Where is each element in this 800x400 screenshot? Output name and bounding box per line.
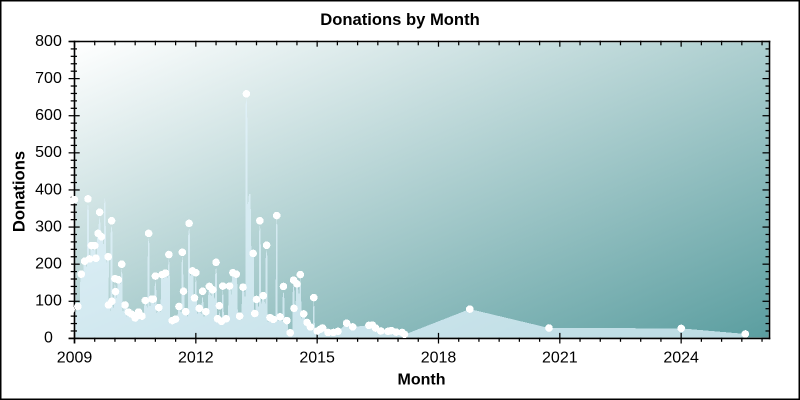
svg-text:2024: 2024 bbox=[663, 350, 699, 367]
svg-text:700: 700 bbox=[35, 70, 62, 87]
svg-text:400: 400 bbox=[35, 181, 62, 198]
svg-text:500: 500 bbox=[35, 144, 62, 161]
svg-text:300: 300 bbox=[35, 218, 62, 235]
svg-text:600: 600 bbox=[35, 107, 62, 124]
svg-text:0: 0 bbox=[44, 330, 53, 347]
svg-text:200: 200 bbox=[35, 255, 62, 272]
svg-text:Month: Month bbox=[398, 372, 446, 389]
svg-text:2009: 2009 bbox=[57, 350, 93, 367]
svg-text:Donations: Donations bbox=[10, 151, 29, 232]
svg-text:2021: 2021 bbox=[542, 350, 578, 367]
svg-text:2012: 2012 bbox=[178, 350, 214, 367]
svg-text:2015: 2015 bbox=[299, 350, 335, 367]
svg-text:800: 800 bbox=[35, 33, 62, 50]
svg-text:100: 100 bbox=[35, 293, 62, 310]
svg-text:2018: 2018 bbox=[421, 350, 457, 367]
svg-text:Donations by Month: Donations by Month bbox=[320, 10, 479, 29]
